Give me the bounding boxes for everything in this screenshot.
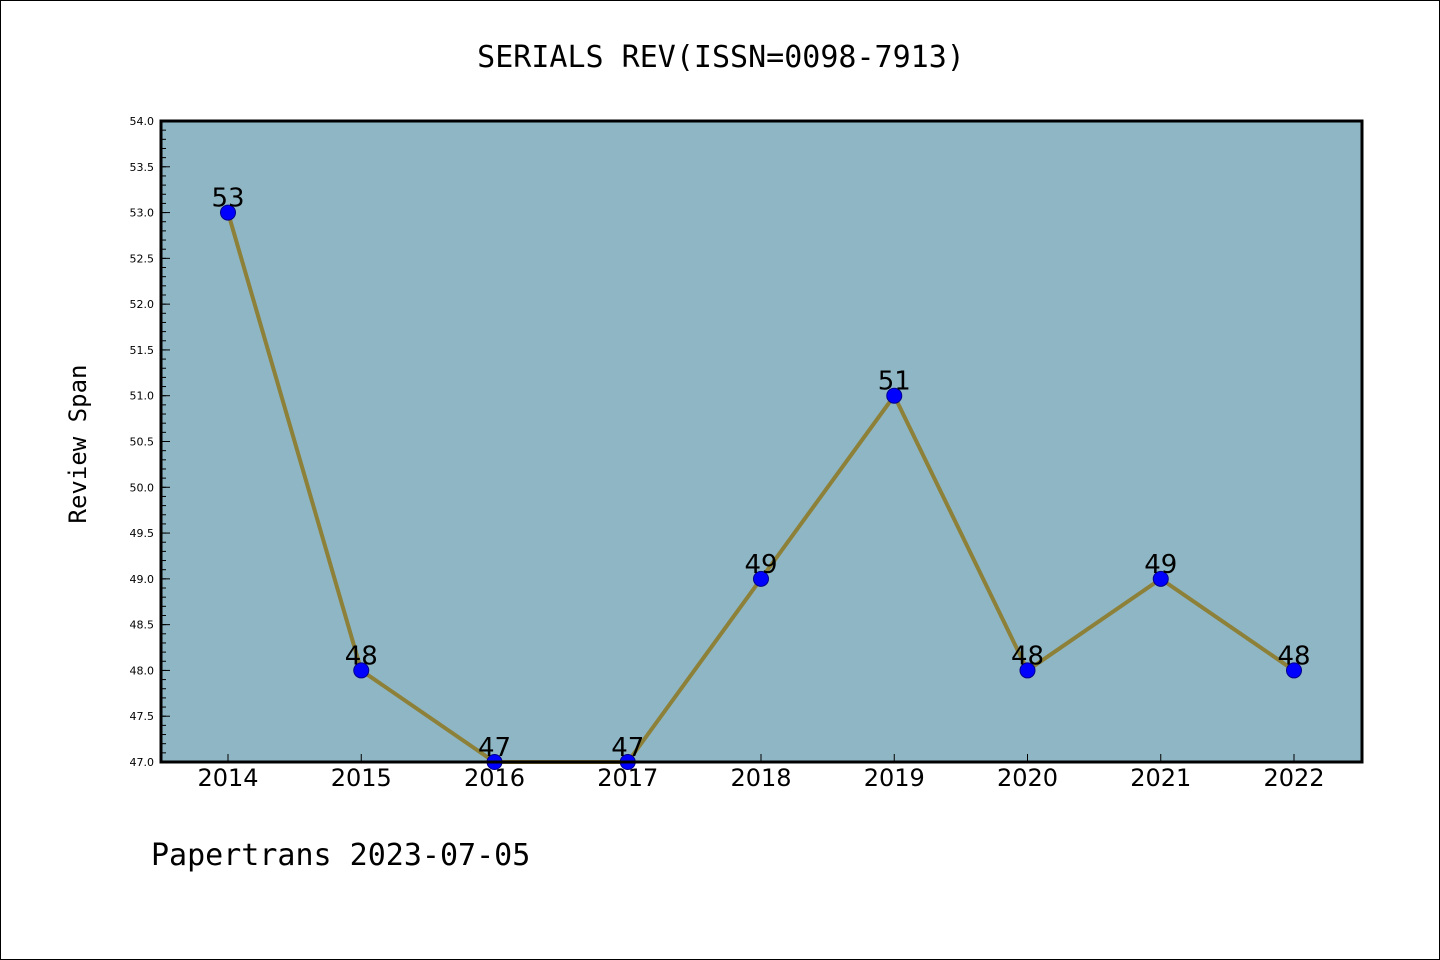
data-label: 48: [1277, 641, 1310, 671]
data-label: 49: [744, 550, 777, 580]
data-point-marker: [1152, 570, 1169, 587]
y-tick-label: 50.5: [130, 436, 155, 449]
data-point-marker: [353, 662, 370, 679]
footer-text: Papertrans 2023-07-05: [151, 838, 530, 873]
x-tick-label: 2019: [864, 764, 925, 792]
y-tick-label: 51.0: [130, 390, 155, 403]
y-tick-label: 47.0: [130, 756, 155, 769]
x-tick-label: 2020: [997, 764, 1058, 792]
plot-frame: [159, 119, 1364, 764]
plot-area: [161, 121, 1362, 762]
y-tick-label: 51.5: [130, 344, 155, 357]
data-point-marker: [886, 387, 903, 404]
y-tick-label: 53.5: [130, 161, 155, 174]
x-axis: 2014 2015 2016 2017 2018 2019 2020 2021 2022: [197, 754, 1325, 792]
data-label: 47: [611, 733, 644, 763]
x-tick-label: 2018: [730, 764, 791, 792]
y-tick-label: 53.0: [130, 207, 155, 220]
y-tick-label: 48.0: [130, 664, 155, 677]
data-label: 48: [345, 641, 378, 671]
data-label: 53: [211, 184, 244, 214]
y-tick-label: 52.5: [130, 252, 155, 265]
chart-title: SERIALS REV(ISSN=0098-7913): [477, 40, 965, 75]
x-tick-label: 2022: [1263, 764, 1324, 792]
x-tick-label: 2015: [331, 764, 392, 792]
y-tick-label: 50.0: [130, 481, 155, 494]
y-tick-label: 47.5: [130, 710, 155, 723]
y-tick-label: 49.0: [130, 573, 155, 586]
y-axis: 47.0 47.5 48.0 48.5 49.0 49.5 50.0 50.5 51.0 51.5…: [130, 115, 170, 769]
y-axis-label: Review Span: [64, 365, 92, 524]
data-point-marker: [1286, 662, 1302, 679]
x-tick-label: 2014: [197, 764, 258, 792]
data-label: 51: [878, 367, 911, 397]
data-label: 47: [478, 733, 511, 763]
data-point-marker: [220, 204, 236, 221]
y-tick-label: 48.5: [130, 619, 155, 632]
data-point-marker: [1019, 662, 1036, 679]
y-tick-label: 49.5: [130, 527, 155, 540]
data-label: 48: [1011, 641, 1044, 671]
data-label: 49: [1144, 550, 1177, 580]
x-tick-label: 2021: [1130, 764, 1191, 792]
y-tick-label: 52.0: [130, 298, 155, 311]
y-tick-label: 54.0: [130, 115, 155, 128]
data-labels: 53 48 47 47 49 51 48 49 48: [211, 184, 1310, 763]
data-point-marker: [753, 570, 769, 587]
series-markers: [220, 204, 1302, 770]
